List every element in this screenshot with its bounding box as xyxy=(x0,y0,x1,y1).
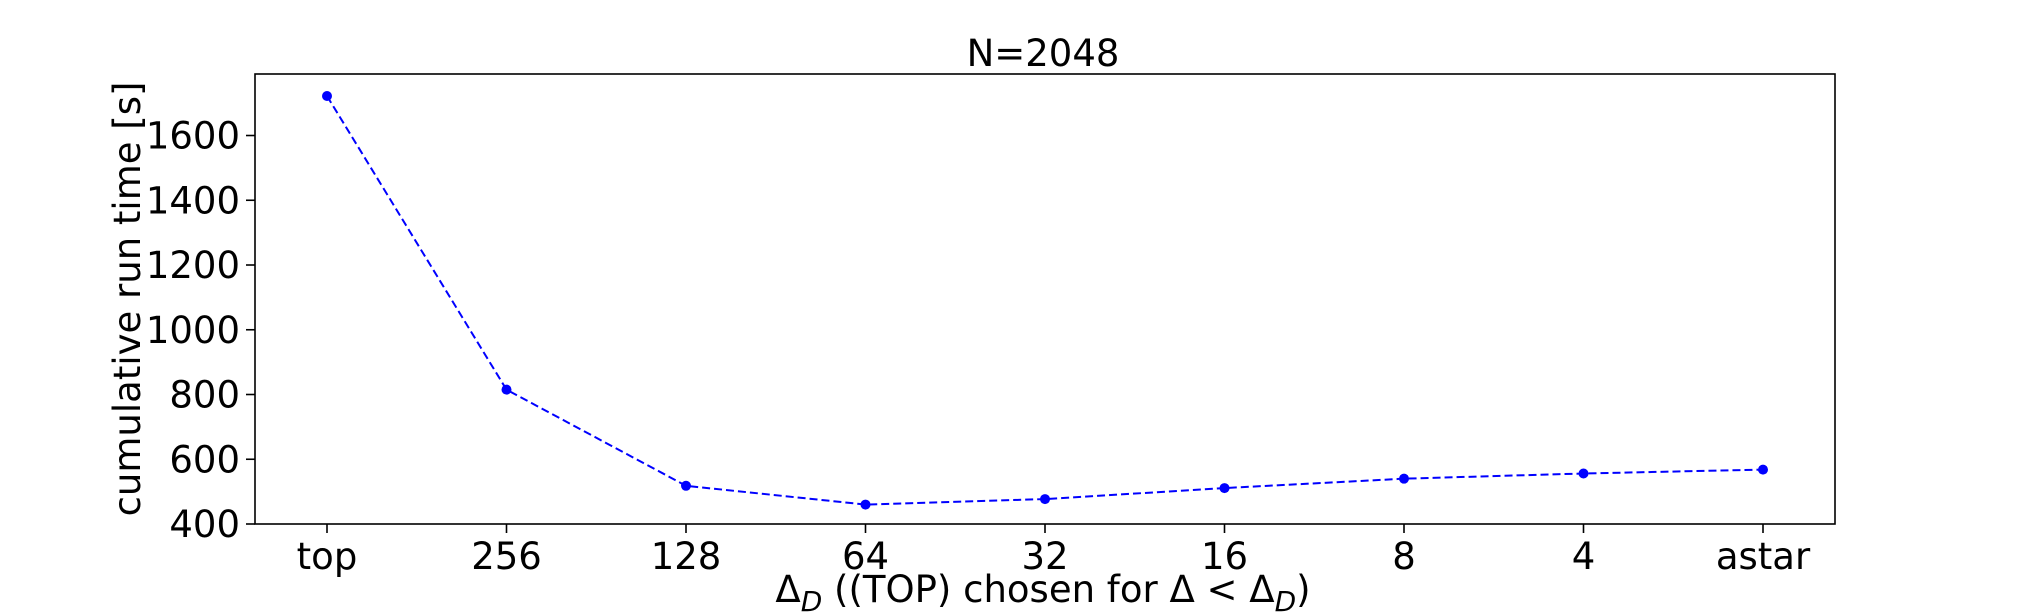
x-tick-label: top xyxy=(297,535,358,578)
data-point xyxy=(860,499,871,510)
y-tick-label: 400 xyxy=(169,503,240,546)
y-axis-label: cumulative run time [s] xyxy=(106,82,149,517)
data-point xyxy=(1758,464,1768,475)
x-tick-label: 128 xyxy=(651,535,722,578)
x-tick-label: 4 xyxy=(1572,535,1596,578)
x-tick-label: 256 xyxy=(471,535,542,578)
y-tick-label: 800 xyxy=(169,374,240,417)
y-tick-label: 1000 xyxy=(146,309,240,352)
data-point xyxy=(1399,473,1409,484)
x-label-subscript-1: D xyxy=(801,585,823,614)
x-label-subscript-2: D xyxy=(1275,585,1297,614)
x-axis-label: ΔD ((TOP) chosen for Δ < ΔD) xyxy=(775,568,1310,614)
x-label-end: ) xyxy=(1296,568,1310,611)
x-axis-ticks: top 256 128 64 32 16 8 4 astar xyxy=(297,524,1811,578)
x-label-delta: Δ xyxy=(775,568,800,611)
data-point xyxy=(501,384,512,395)
y-tick-label: 1200 xyxy=(146,244,240,287)
y-tick-label: 1400 xyxy=(146,179,240,222)
x-tick-label: 32 xyxy=(1021,535,1068,578)
x-tick-label: 64 xyxy=(842,535,889,578)
chart-title: N=2048 xyxy=(967,32,1120,75)
series-layer xyxy=(322,91,1768,510)
x-tick-label: 8 xyxy=(1392,535,1416,578)
data-point xyxy=(1578,468,1589,479)
plot-area: 400 600 800 1000 1200 1400 1600 top 256 128 64 32 1… xyxy=(146,73,1836,578)
y-tick-label: 600 xyxy=(169,438,240,481)
y-tick-label: 1600 xyxy=(146,115,240,158)
x-tick-label: astar xyxy=(1716,535,1811,578)
data-point xyxy=(322,91,332,102)
y-axis-ticks: 400 600 800 1000 1200 1400 1600 xyxy=(146,115,255,546)
x-tick-label: 16 xyxy=(1201,535,1248,578)
data-point xyxy=(1040,494,1050,505)
data-point xyxy=(1219,483,1230,494)
data-point xyxy=(681,480,691,491)
x-label-middle: ((TOP) chosen for Δ < Δ xyxy=(822,568,1274,611)
